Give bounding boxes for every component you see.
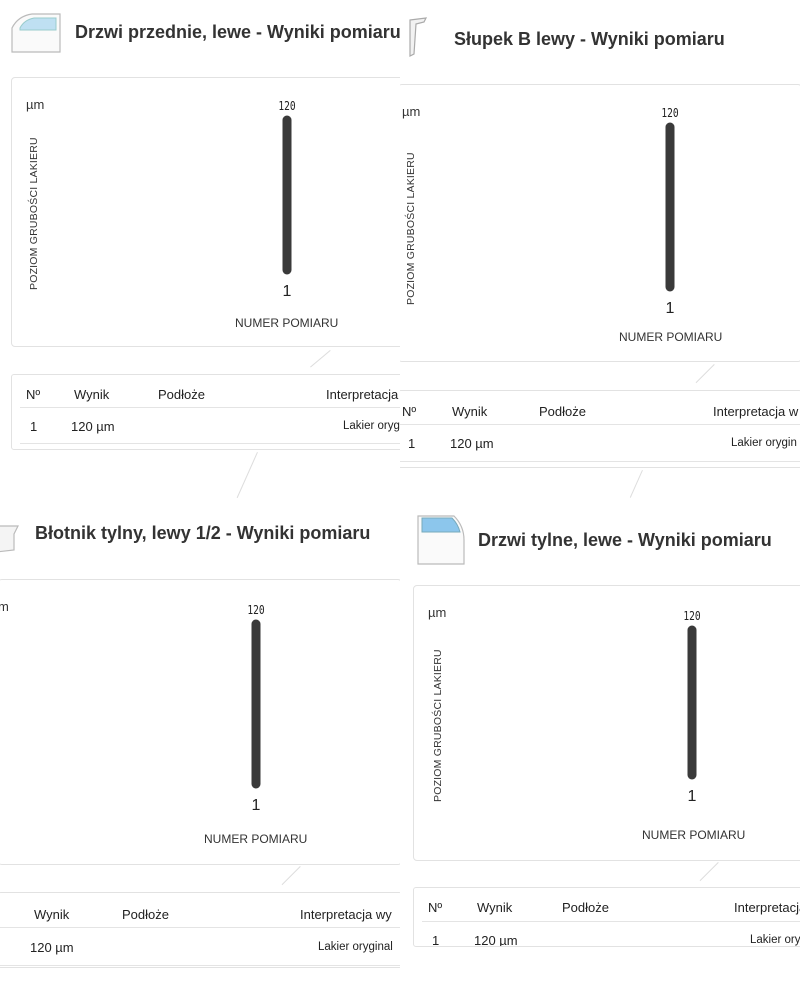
category-label: 1 (283, 283, 292, 300)
value-label: 120 (278, 99, 295, 113)
front-door-icon (11, 13, 61, 53)
panel-rear-fender-left: Błotnik tylny, lewy 1/2 - Wyniki pomiaru… (0, 500, 400, 1000)
y-axis-label: POZIOM GRUBOŚCI LAKIERU (405, 152, 417, 305)
col-header-interpretation: Interpretacja (326, 387, 399, 402)
watermark: · · · · · (70, 970, 124, 987)
value-label: 120 (683, 609, 700, 623)
cell-result: 120 µm (474, 933, 518, 947)
chart-plot: 120 1 (247, 603, 264, 814)
row-separator (20, 443, 400, 444)
unit-label: µm (26, 97, 45, 112)
y-axis-label: POZIOM GRUBOŚCI LAKIERU (28, 137, 40, 290)
x-axis-label: NUMER POMIARU (619, 330, 723, 344)
value-label: 120 (661, 106, 678, 120)
panel-header: Drzwi tylne, lewe - Wyniki pomiaru (400, 500, 800, 570)
results-table: Nº Wynik Podłoże Interpretacja w 1 120 µ… (400, 390, 800, 468)
col-header-interpretation: Interpretacja (734, 900, 800, 915)
col-header-substrate: Podłoże (562, 900, 609, 915)
cell-no: 1 (432, 933, 440, 947)
cell-result: 120 µm (71, 419, 115, 434)
chart-plot: 120 1 (683, 609, 700, 805)
cell-interpretation: Lakier oryg (343, 420, 400, 432)
col-header-result: Wynik (34, 907, 70, 922)
col-header-substrate: Podłoże (122, 907, 169, 922)
chart-plot: 120 1 (278, 99, 295, 300)
panel-title: Drzwi przednie, lewe - Wyniki pomiaru (75, 22, 400, 42)
panel-b-pillar-left: Słupek B lewy - Wyniki pomiaru µm POZIOM… (400, 0, 800, 500)
y-axis-label: POZIOM GRUBOŚCI LAKIERU (432, 649, 444, 802)
cell-no: 1 (30, 419, 38, 434)
cell-no: 1 (408, 436, 416, 451)
chart-card: µm POZIOM GRUBOŚCI LAKIERU 120 1 NUMER PO… (413, 585, 800, 861)
chart-plot: 120 1 (661, 106, 678, 317)
panel-header: Błotnik tylny, lewy 1/2 - Wyniki pomiaru (0, 500, 400, 570)
chart-card: µm POZIOM GRUBOŚCI LAKIERU 120 1 NUMER PO… (400, 84, 800, 362)
row-separator (0, 965, 400, 966)
panel-header: Słupek B lewy - Wyniki pomiaru (400, 0, 800, 70)
rear-fender-icon (0, 525, 19, 553)
row-separator (400, 424, 800, 425)
rear-door-icon (417, 515, 465, 565)
results-table: Nº Wynik Podłoże Interpretacja 1 120 µm … (11, 374, 400, 450)
x-axis-label: NUMER POMIARU (235, 316, 339, 330)
cell-result: 120 µm (450, 436, 494, 451)
cell-interpretation: Lakier orygin (731, 437, 797, 449)
category-label: 1 (688, 788, 697, 805)
unit-label: m (0, 599, 9, 614)
cell-result: 120 µm (30, 940, 74, 955)
decorative-line (236, 452, 258, 499)
chart-card: µm POZIOM GRUBOŚCI LAKIERU 120 1 NUMER PO… (11, 77, 400, 347)
category-label: 1 (666, 300, 675, 317)
chart-card: m 120 1 NUMER POMIARU (0, 579, 400, 865)
row-separator (20, 407, 400, 408)
decorative-line (310, 350, 331, 368)
panel-rear-left-door: Drzwi tylne, lewe - Wyniki pomiaru µm PO… (400, 500, 800, 1000)
decorative-line (695, 364, 715, 384)
col-header-no: Nº (26, 387, 41, 402)
decorative-line (281, 866, 301, 886)
col-header-interpretation: Interpretacja wy (300, 907, 392, 922)
cell-interpretation: Lakier oryg (750, 934, 800, 946)
row-separator (422, 921, 800, 922)
value-label: 120 (247, 603, 264, 617)
row-separator (0, 927, 400, 928)
col-header-interpretation: Interpretacja w (713, 404, 799, 419)
x-axis-label: NUMER POMIARU (204, 832, 308, 846)
col-header-result: Wynik (477, 900, 513, 915)
col-header-substrate: Podłoże (539, 404, 586, 419)
category-label: 1 (252, 797, 261, 814)
panel-title: Słupek B lewy - Wyniki pomiaru (454, 29, 725, 49)
col-header-no: Nº (402, 404, 417, 419)
col-header-no: Nº (428, 900, 443, 915)
panel-header: Drzwi przednie, lewe - Wyniki pomiaru (0, 0, 400, 70)
col-header-substrate: Podłoże (158, 387, 205, 402)
row-separator (400, 461, 800, 462)
results-table: Nº Wynik Podłoże Interpretacja 1 120 µm … (413, 887, 800, 947)
cell-interpretation: Lakier oryginal (318, 941, 393, 953)
col-header-result: Wynik (452, 404, 488, 419)
panel-title: Błotnik tylny, lewy 1/2 - Wyniki pomiaru (35, 523, 371, 543)
panel-front-left-door: Drzwi przednie, lewe - Wyniki pomiaru µm… (0, 0, 400, 500)
decorative-line (629, 470, 643, 498)
x-axis-label: NUMER POMIARU (642, 828, 746, 842)
decorative-line (699, 862, 719, 882)
panel-title: Drzwi tylne, lewe - Wyniki pomiaru (478, 530, 772, 550)
unit-label: µm (428, 605, 447, 620)
col-header-result: Wynik (74, 387, 110, 402)
b-pillar-icon (409, 17, 428, 57)
unit-label: µm (402, 104, 421, 119)
results-table: Wynik Podłoże Interpretacja wy 120 µm La… (0, 892, 400, 968)
